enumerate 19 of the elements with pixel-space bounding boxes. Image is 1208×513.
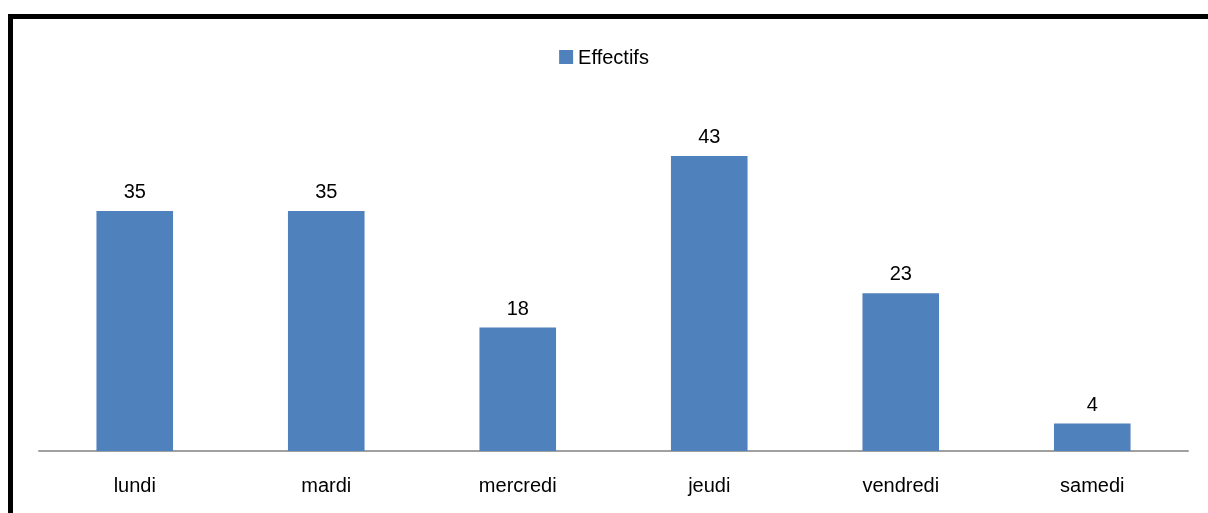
bar xyxy=(862,293,940,451)
bar xyxy=(479,327,557,451)
data-label: 43 xyxy=(698,125,721,148)
bar xyxy=(670,156,748,451)
x-tick-label: mercredi xyxy=(478,474,557,496)
x-tick-label: vendredi xyxy=(862,474,940,496)
x-tick-label: mardi xyxy=(301,474,352,496)
bar xyxy=(1053,423,1131,451)
x-tick-label: lundi xyxy=(113,474,156,496)
data-label: 18 xyxy=(506,296,529,319)
legend-label: Effectifs xyxy=(578,46,649,68)
x-tick-label: samedi xyxy=(1060,474,1125,496)
bar xyxy=(287,210,365,451)
data-label: 35 xyxy=(315,179,338,202)
data-label: 35 xyxy=(123,179,146,202)
data-label: 23 xyxy=(889,262,912,285)
x-tick-label: jeudi xyxy=(687,474,731,496)
bar xyxy=(96,210,174,451)
data-label: 4 xyxy=(1086,392,1098,415)
